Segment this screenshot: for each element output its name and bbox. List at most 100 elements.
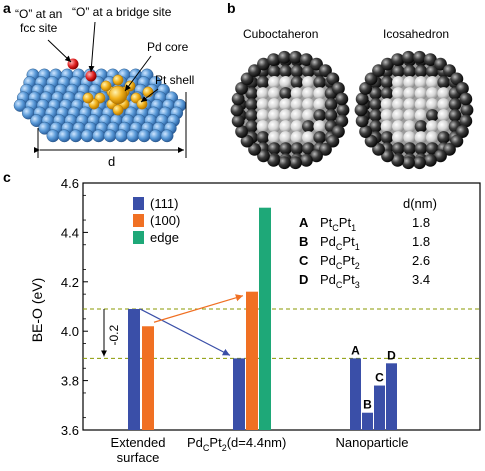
pt-atom [414, 65, 428, 78]
pd-core-label: Pd core [147, 40, 189, 54]
pt-atom [240, 72, 254, 86]
pt-atom [268, 142, 281, 155]
pd-atom [290, 87, 304, 100]
pt-atom [231, 114, 245, 128]
pd-atom [279, 98, 292, 111]
pt-atom [456, 125, 469, 138]
x-category-label-nanoparticle: Nanoparticle [336, 435, 409, 450]
pt-atom [326, 134, 340, 148]
pd-atom [302, 109, 315, 122]
pt-atom [369, 120, 382, 133]
pt-atom [279, 65, 292, 78]
pt-atom [257, 57, 270, 71]
legend-swatch [133, 197, 144, 210]
pd-atom [290, 131, 304, 144]
pd-atom [426, 98, 439, 111]
pt-atom [437, 76, 450, 89]
pt-shell-atom [69, 129, 83, 143]
pt-shell-label: Pt shell [155, 73, 194, 87]
pt-atom [369, 87, 382, 100]
pt-atom [437, 131, 450, 144]
pt-atom [380, 131, 394, 144]
pt-atom [380, 76, 394, 89]
pd-atom [403, 87, 416, 100]
nanoparticle-bar-label: C [375, 371, 384, 385]
pt-atom [256, 76, 270, 89]
icosahedron-label: Icosahedron [383, 27, 449, 41]
pd-atom [414, 131, 428, 144]
pd-atom [414, 76, 428, 89]
panel-b-letter: b [227, 0, 236, 16]
pt-atom [426, 109, 439, 122]
pd-atom [256, 87, 270, 100]
pd-atom [279, 120, 292, 133]
bar-100-1 [246, 291, 258, 430]
pd-atom [290, 109, 304, 122]
table-composition: PdCPt2 [320, 253, 360, 271]
y-axis-label: BE-O (eV) [29, 278, 45, 343]
pt-atom [319, 142, 332, 156]
pt-atom [391, 154, 405, 167]
x-category-label-pdcpt2: PdCPt2(d=4.4nm) [187, 435, 286, 453]
o-fcc-pointer [47, 39, 72, 63]
pd-atom [403, 109, 416, 122]
nanoparticle-bar-label: B [363, 398, 372, 412]
legend-label: (111) [150, 196, 178, 211]
y-tick-label: 4.6 [61, 176, 79, 191]
pt-atom [381, 57, 394, 71]
pd-atom [302, 87, 315, 100]
be-o-bar-chart: 3.63.84.04.24.44.6ABCD-0.2(111)(100)edge… [61, 176, 481, 465]
table-key: D [299, 272, 308, 287]
pt-atom [459, 114, 473, 128]
pt-atom [369, 109, 382, 122]
table-key: A [299, 215, 309, 230]
table-diameter: 1.8 [412, 234, 430, 249]
pt-atom [279, 142, 292, 155]
shift-arrow-100 [153, 294, 244, 323]
pd-atom [414, 98, 428, 111]
pt-atom [235, 82, 248, 95]
table-header: d(nm) [403, 196, 437, 211]
table-diameter: 3.4 [412, 272, 430, 287]
pt-atom [372, 64, 385, 78]
pt-atom [413, 156, 426, 170]
nanoparticle-bar-label: D [387, 348, 396, 362]
nanoparticle-bar-B [362, 412, 373, 430]
pt-atom [369, 98, 382, 111]
nanoparticle-bar-C [374, 385, 385, 430]
pt-atom [381, 149, 394, 163]
table-key: C [299, 253, 309, 268]
pt-atom [310, 149, 323, 163]
pt-atom [231, 92, 245, 106]
pd-atom [403, 76, 416, 89]
pd-atom [437, 120, 450, 133]
pt-atom [460, 103, 474, 117]
pd-atom [268, 76, 281, 89]
table-composition: PdCPt3 [320, 272, 360, 290]
pt-shell-atom [115, 129, 128, 143]
pt-atom [278, 156, 291, 170]
nanoparticle-bar-label: A [351, 343, 360, 357]
pd-atom [392, 76, 405, 89]
o-fcc-label-line2: fcc site [20, 21, 58, 35]
pt-atom [359, 125, 372, 138]
pt-atom [335, 92, 349, 106]
pt-atom [380, 87, 394, 100]
pt-atom [313, 131, 326, 144]
table-composition: PdCPt1 [320, 234, 360, 252]
pt-atom [268, 65, 281, 78]
pd-atom [268, 131, 281, 144]
pd-atom [268, 120, 281, 133]
pd-atom [426, 76, 439, 89]
pd-atom [392, 109, 405, 122]
pt-atom [319, 64, 332, 78]
pt-atom [443, 64, 456, 78]
pd-atom [256, 120, 270, 133]
panel-a-letter: a [3, 0, 11, 16]
panel-a: a “O” at an fcc site “O” at a bridge sit… [3, 0, 194, 169]
table-composition: PtCPt1 [320, 215, 356, 233]
pd-atom [392, 98, 405, 111]
pt-atom [230, 103, 244, 117]
legend-label: edge [150, 230, 179, 245]
